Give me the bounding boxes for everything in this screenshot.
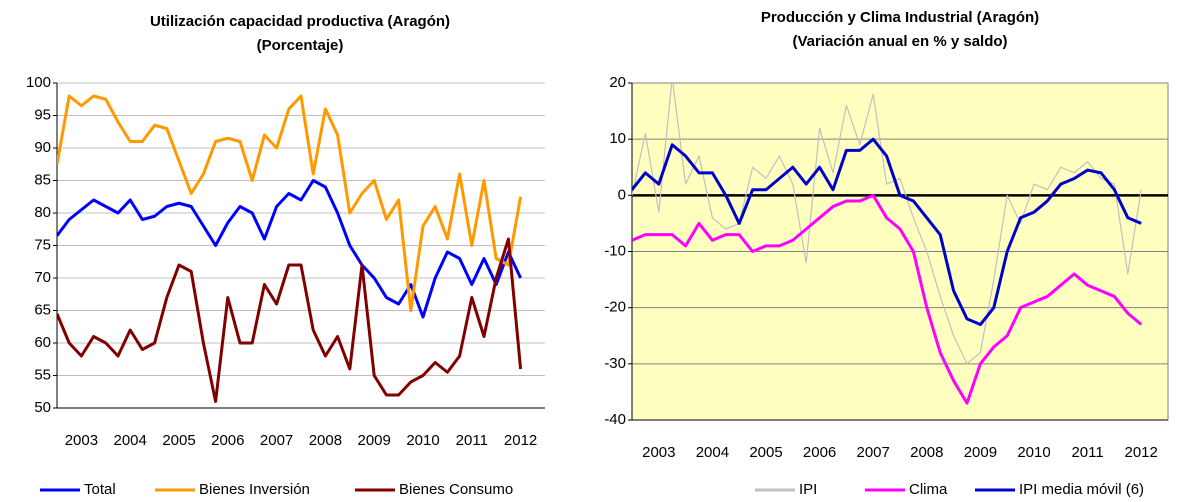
y-tick-label: 50 (34, 399, 51, 416)
chart-title: Producción y Clima Industrial (Aragón) (761, 9, 1039, 26)
y-tick-label: -10 (604, 242, 626, 259)
y-tick-label: 60 (34, 334, 51, 351)
y-tick-label: 20 (609, 74, 626, 91)
x-tick-label: 2010 (406, 432, 439, 449)
x-tick-label: 2005 (749, 444, 782, 461)
series-line (57, 237, 523, 403)
y-tick-label: 80 (34, 204, 51, 221)
x-tick-label: 2004 (114, 432, 147, 449)
x-tick-label: 2006 (803, 444, 836, 461)
chart-subtitle: (Porcentaje) (257, 37, 344, 54)
y-tick-label: 95 (34, 106, 51, 123)
x-tick-label: 2004 (696, 444, 729, 461)
x-tick-label: 2008 (309, 432, 342, 449)
x-tick-label: 2006 (211, 432, 244, 449)
x-tick-label: 2011 (456, 432, 488, 449)
chart-subtitle: (Variación anual en % y saldo) (792, 33, 1007, 50)
series-line (632, 193, 1143, 405)
series-line (57, 179, 522, 319)
x-tick-label: 2009 (964, 444, 997, 461)
legend-label: Clima (909, 481, 948, 498)
y-tick-label: 90 (34, 139, 51, 156)
y-tick-label: -30 (604, 355, 626, 372)
y-tick-label: 70 (34, 269, 51, 286)
y-tick-label: 55 (34, 366, 51, 383)
series-line (57, 94, 523, 312)
legend-label: IPI media móvil (6) (1019, 481, 1144, 498)
x-tick-label: 2003 (65, 432, 98, 449)
legend-label: IPI (799, 481, 817, 498)
x-tick-label: 2007 (260, 432, 293, 449)
x-tick-label: 2011 (1071, 444, 1103, 461)
chart-title: Utilización capacidad productiva (Aragón… (150, 13, 450, 30)
series-line (632, 137, 1142, 327)
y-tick-label: 65 (34, 301, 51, 318)
x-tick-label: 2010 (1017, 444, 1050, 461)
y-tick-label: 0 (618, 186, 626, 203)
y-tick-label: 85 (34, 171, 51, 188)
y-tick-label: 10 (609, 130, 626, 147)
x-tick-label: 2007 (857, 444, 890, 461)
legend-label: Bienes Inversión (199, 481, 310, 498)
x-tick-label: 2009 (358, 432, 391, 449)
y-tick-label: 75 (34, 236, 51, 253)
series-line (632, 83, 1142, 365)
x-tick-label: 2005 (162, 432, 195, 449)
series-group (632, 83, 1143, 405)
x-tick-label: 2012 (1125, 444, 1158, 461)
y-tick-label: 100 (26, 74, 51, 91)
x-tick-label: 2008 (910, 444, 943, 461)
y-tick-label: -20 (604, 299, 626, 316)
legend-label: Total (84, 481, 116, 498)
x-tick-label: 2003 (642, 444, 675, 461)
series-group (57, 94, 523, 403)
x-tick-label: 2012 (504, 432, 537, 449)
legend-label: Bienes Consumo (399, 481, 513, 498)
y-tick-label: -40 (604, 411, 626, 428)
